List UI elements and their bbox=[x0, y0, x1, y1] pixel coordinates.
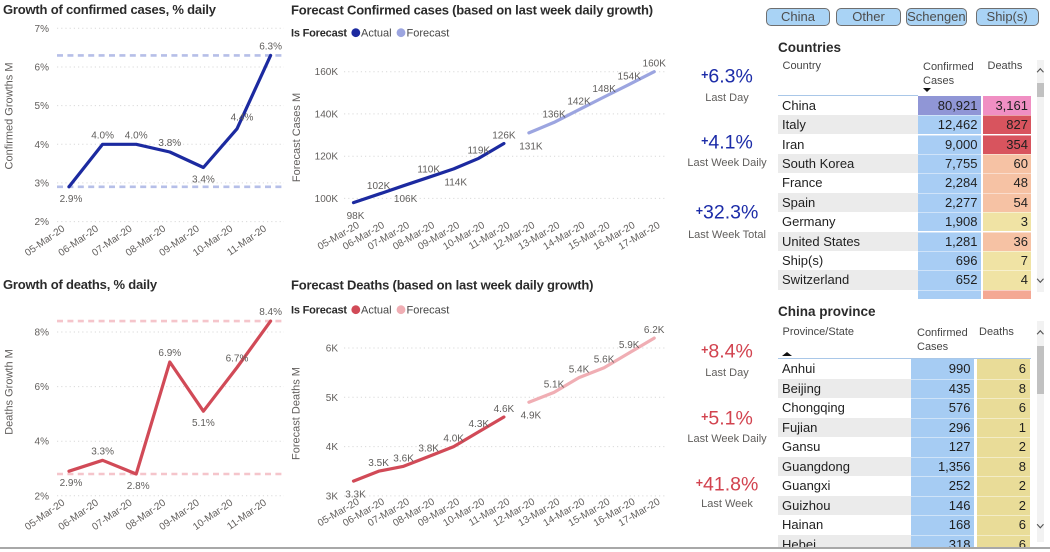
svg-text:Forecast Deaths M: Forecast Deaths M bbox=[291, 367, 303, 460]
svg-text:2.9%: 2.9% bbox=[60, 194, 83, 205]
svg-text:5.9K: 5.9K bbox=[619, 340, 640, 351]
svg-text:5.1%: 5.1% bbox=[192, 418, 215, 429]
svg-text:3K: 3K bbox=[326, 491, 339, 502]
svg-text:3.5K: 3.5K bbox=[368, 458, 389, 469]
svg-text:2%: 2% bbox=[35, 491, 50, 502]
svg-text:2%: 2% bbox=[35, 217, 50, 228]
svg-text:154K: 154K bbox=[618, 71, 642, 82]
svg-text:3.6K: 3.6K bbox=[393, 453, 414, 464]
svg-text:4.6K: 4.6K bbox=[494, 404, 515, 415]
svg-text:Forecast: Forecast bbox=[407, 28, 450, 40]
svg-text:100K: 100K bbox=[315, 194, 339, 205]
svg-text:6.3%: 6.3% bbox=[259, 41, 282, 52]
svg-text:142K: 142K bbox=[567, 97, 591, 108]
svg-text:5.6K: 5.6K bbox=[594, 355, 615, 366]
svg-text:8.4%: 8.4% bbox=[259, 307, 282, 318]
svg-text:Actual: Actual bbox=[361, 305, 392, 317]
svg-text:3%: 3% bbox=[35, 178, 50, 189]
svg-text:131K: 131K bbox=[519, 141, 543, 152]
svg-text:Deaths Growth M: Deaths Growth M bbox=[3, 349, 15, 435]
svg-text:119K: 119K bbox=[467, 145, 490, 156]
svg-text:4.3K: 4.3K bbox=[469, 419, 490, 430]
svg-text:114K: 114K bbox=[444, 177, 467, 188]
svg-text:98K: 98K bbox=[347, 211, 365, 222]
svg-text:2.9%: 2.9% bbox=[60, 478, 83, 489]
svg-text:8%: 8% bbox=[35, 328, 50, 339]
svg-text:Growth of deaths, % daily: Growth of deaths, % daily bbox=[3, 277, 158, 292]
svg-text:2.8%: 2.8% bbox=[127, 481, 150, 492]
svg-text:7%: 7% bbox=[35, 24, 50, 35]
svg-text:102K: 102K bbox=[367, 181, 391, 192]
svg-text:126K: 126K bbox=[492, 131, 516, 142]
svg-text:6.9%: 6.9% bbox=[158, 348, 181, 359]
svg-text:6.2K: 6.2K bbox=[644, 325, 665, 336]
svg-text:3.8%: 3.8% bbox=[158, 138, 181, 149]
svg-text:4.0%: 4.0% bbox=[125, 130, 148, 141]
svg-text:Confirmed Growths M: Confirmed Growths M bbox=[3, 63, 15, 170]
svg-text:140K: 140K bbox=[315, 109, 339, 120]
svg-text:160K: 160K bbox=[315, 67, 339, 78]
svg-text:5.1K: 5.1K bbox=[544, 379, 565, 390]
svg-text:4.9K: 4.9K bbox=[521, 411, 542, 422]
svg-text:Forecast Cases M: Forecast Cases M bbox=[291, 93, 303, 182]
svg-text:Forecast: Forecast bbox=[407, 305, 450, 317]
svg-text:6.7%: 6.7% bbox=[226, 354, 249, 365]
svg-text:4.0%: 4.0% bbox=[91, 130, 114, 141]
svg-text:4.4%: 4.4% bbox=[231, 112, 254, 123]
svg-text:6%: 6% bbox=[35, 382, 50, 393]
svg-text:Growth of confirmed cases, % d: Growth of confirmed cases, % daily bbox=[3, 2, 217, 17]
svg-text:6K: 6K bbox=[326, 344, 339, 355]
svg-text:Is Forecast: Is Forecast bbox=[291, 28, 347, 40]
svg-text:6%: 6% bbox=[35, 63, 50, 74]
svg-text:Is Forecast: Is Forecast bbox=[291, 305, 347, 317]
svg-text:3.8K: 3.8K bbox=[418, 444, 439, 455]
svg-text:106K: 106K bbox=[394, 194, 418, 205]
svg-text:5%: 5% bbox=[35, 101, 50, 112]
svg-text:4K: 4K bbox=[326, 442, 339, 453]
svg-text:3.4%: 3.4% bbox=[192, 175, 215, 186]
svg-text:Forecast Confirmed cases (base: Forecast Confirmed cases (based on last … bbox=[291, 3, 653, 18]
svg-text:3.3%: 3.3% bbox=[91, 446, 114, 457]
svg-text:110K: 110K bbox=[417, 164, 440, 175]
svg-text:5K: 5K bbox=[326, 393, 339, 404]
svg-text:148K: 148K bbox=[592, 84, 616, 95]
svg-text:4%: 4% bbox=[35, 140, 50, 151]
svg-text:5.4K: 5.4K bbox=[569, 365, 590, 376]
svg-text:120K: 120K bbox=[315, 152, 339, 163]
svg-text:4.0K: 4.0K bbox=[443, 434, 464, 445]
svg-text:160K: 160K bbox=[643, 59, 667, 70]
svg-text:Actual: Actual bbox=[361, 28, 392, 40]
svg-text:4%: 4% bbox=[35, 437, 50, 448]
svg-text:3.3K: 3.3K bbox=[345, 490, 366, 501]
svg-text:Forecast Deaths (based on last: Forecast Deaths (based on last week dail… bbox=[291, 278, 593, 293]
svg-text:136K: 136K bbox=[542, 109, 566, 120]
